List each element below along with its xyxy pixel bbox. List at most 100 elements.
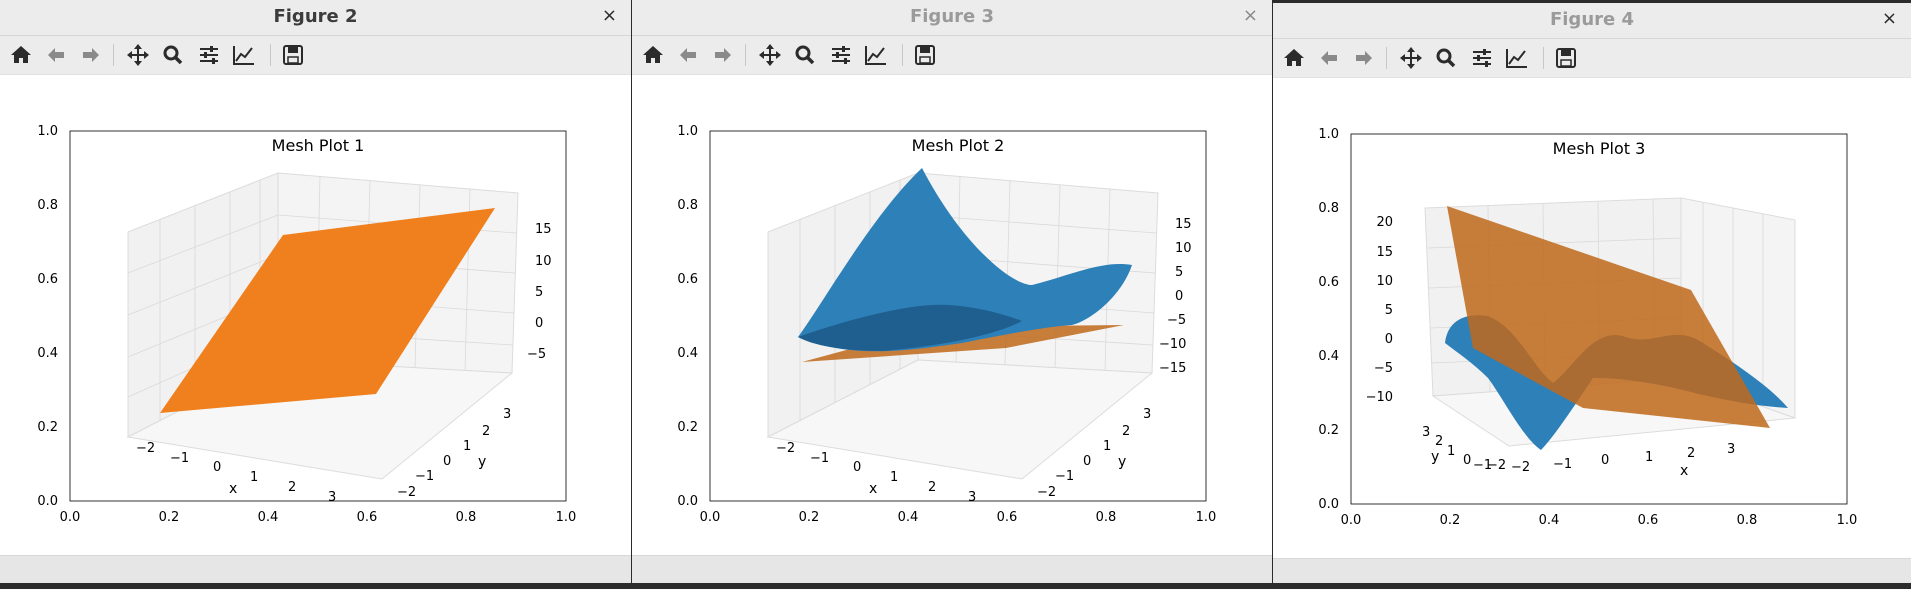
x2d-tick: 0.4 [258, 510, 279, 525]
close-button[interactable]: × [1242, 5, 1258, 26]
toolbar [632, 36, 1272, 75]
x3d-tick-labels: −2 −1 0 1 2 3 [1511, 442, 1735, 475]
y2d-tick: 0.6 [1318, 275, 1339, 290]
back-arrow-button[interactable] [43, 43, 69, 67]
y3d-tick: −2 [1037, 485, 1056, 500]
title-bar[interactable]: Figure 3 × [632, 0, 1272, 36]
pan-move-button[interactable] [1398, 46, 1424, 70]
y3d-tick: 1 [1447, 444, 1455, 459]
z-tick: 0 [1385, 332, 1393, 347]
y3d-tick: 2 [1435, 434, 1443, 449]
x3d-tick: 1 [890, 470, 898, 485]
y3d-tick-labels: 3 2 1 0 −1 −2 [1422, 425, 1506, 473]
x3d-tick: 3 [968, 490, 976, 505]
configure-subplots-icon [828, 46, 854, 71]
toolbar-separator [745, 44, 746, 66]
x2d-tick-labels: 0.0 0.2 0.4 0.6 0.8 1.0 [1341, 513, 1858, 528]
configure-subplots-button[interactable] [828, 43, 854, 67]
x-axis-label: x [869, 481, 877, 497]
home-button[interactable] [8, 43, 34, 67]
z-tick-labels: 15 10 5 0 −5 [527, 222, 552, 362]
taskbar [0, 583, 1911, 589]
y2d-tick-labels: 1.0 0.8 0.6 0.4 0.2 0.0 [37, 124, 58, 509]
figure-3-window: Figure 3 × 1.0 0.8 0.6 0.4 0.2 0.0 0.0 0… [632, 0, 1272, 583]
floor-pane [766, 359, 1154, 480]
plot-canvas[interactable]: 1.0 0.8 0.6 0.4 0.2 0.0 0.0 0.2 0.4 0.6 … [0, 75, 631, 556]
y-axis-label: y [1118, 454, 1126, 470]
forward-arrow-button[interactable] [710, 43, 736, 67]
z-tick: 10 [1175, 241, 1192, 256]
y3d-tick-labels: 3 2 1 0 −1 −2 [1037, 407, 1151, 500]
pan-move-button[interactable] [125, 43, 151, 67]
save-floppy-icon [280, 45, 306, 71]
edit-axis-curve-button[interactable] [863, 43, 889, 67]
z-tick: 10 [1376, 274, 1393, 289]
z-tick: −5 [1374, 361, 1393, 376]
forward-arrow-button[interactable] [1351, 46, 1377, 70]
y3d-tick: 0 [443, 454, 451, 469]
x3d-tick: −2 [776, 441, 795, 456]
z-tick: −15 [1159, 361, 1186, 376]
forward-arrow-icon [710, 48, 736, 71]
z-tick-labels: 20 15 10 5 0 −5 −10 [1366, 215, 1393, 405]
configure-subplots-button[interactable] [1469, 46, 1495, 70]
x3d-tick: 1 [250, 470, 258, 485]
x3d-tick: −1 [810, 451, 829, 466]
z-tick: −5 [1167, 313, 1186, 328]
title-bar[interactable]: Figure 4 × [1273, 3, 1911, 39]
x2d-tick: 0.8 [456, 510, 477, 525]
close-button[interactable]: × [601, 5, 617, 26]
y2d-tick: 0.8 [37, 198, 58, 213]
back-arrow-icon [43, 48, 69, 71]
pan-move-icon [125, 44, 151, 71]
y3d-tick: −2 [1487, 458, 1506, 473]
z-tick: 5 [535, 285, 543, 300]
x3d-tick: −1 [170, 451, 189, 466]
y2d-tick: 0.4 [677, 346, 698, 361]
axes-frame [69, 130, 567, 502]
edit-axis-curve-button[interactable] [1504, 46, 1530, 70]
window-title: Figure 4 [1549, 9, 1635, 30]
y2d-tick: 0.4 [37, 346, 58, 361]
pan-move-button[interactable] [757, 43, 783, 67]
home-button[interactable] [640, 43, 666, 67]
plane-surface [1447, 206, 1770, 428]
configure-subplots-button[interactable] [196, 43, 222, 67]
y2d-tick: 1.0 [677, 124, 698, 139]
plot-canvas[interactable]: 1.0 0.8 0.6 0.4 0.2 0.0 0.0 0.2 0.4 0.6 … [632, 75, 1272, 556]
zoom-magnifier-button[interactable] [160, 43, 186, 67]
plot-canvas[interactable]: 1.0 0.8 0.6 0.4 0.2 0.0 0.0 0.2 0.4 0.6 … [1273, 78, 1911, 559]
y2d-tick: 0.2 [37, 420, 58, 435]
figure-2-window: Figure 2 × 1.0 0.8 0.6 0.4 0.2 0.0 0.0 0… [0, 0, 631, 583]
x-axis-label: x [1680, 463, 1688, 479]
x3d-tick: −2 [1511, 460, 1530, 475]
z-tick: 15 [1376, 245, 1393, 260]
title-bar[interactable]: Figure 2 × [0, 0, 631, 36]
back-arrow-button[interactable] [1316, 46, 1342, 70]
status-bar [632, 555, 1272, 583]
x2d-tick: 0.6 [997, 510, 1018, 525]
toolbar-separator [1543, 47, 1544, 69]
z-tick-labels: 15 10 5 0 −5 −10 −15 [1159, 217, 1192, 376]
back-arrow-button[interactable] [675, 43, 701, 67]
status-bar [1273, 558, 1911, 586]
save-floppy-button[interactable] [280, 43, 306, 67]
figure-svg: 1.0 0.8 0.6 0.4 0.2 0.0 0.0 0.2 0.4 0.6 … [1318, 127, 1858, 528]
y3d-tick: −1 [415, 469, 434, 484]
x3d-tick: −1 [1553, 457, 1572, 472]
save-floppy-button[interactable] [1553, 46, 1579, 70]
save-floppy-button[interactable] [912, 43, 938, 67]
home-button[interactable] [1281, 46, 1307, 70]
y3d-tick: 1 [1103, 439, 1111, 454]
zoom-magnifier-button[interactable] [792, 43, 818, 67]
edit-axis-curve-icon [231, 46, 257, 71]
forward-arrow-button[interactable] [78, 43, 104, 67]
y3d-tick: 0 [1463, 453, 1471, 468]
y2d-tick-labels: 1.0 0.8 0.6 0.4 0.2 0.0 [1318, 127, 1339, 512]
close-button[interactable]: × [1881, 8, 1897, 29]
x2d-tick: 1.0 [556, 510, 577, 525]
edit-axis-curve-button[interactable] [231, 43, 257, 67]
x2d-tick: 0.2 [159, 510, 180, 525]
home-icon [640, 46, 666, 71]
zoom-magnifier-button[interactable] [1433, 46, 1459, 70]
